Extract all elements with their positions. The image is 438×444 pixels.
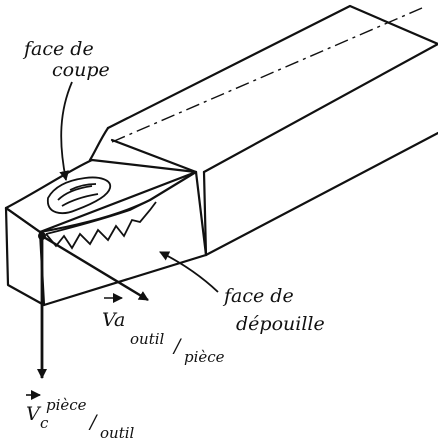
rake-face [4, 158, 198, 234]
flank-face-label-line2: dépouille [236, 313, 325, 335]
rake-face-label-line2: coupe [52, 59, 110, 81]
va-subscript: outil [130, 330, 165, 348]
va-subscript-2: pièce [184, 348, 225, 366]
flank-face-leader [159, 251, 219, 293]
tool-axis-centerline [111, 7, 423, 143]
flank-wear-zone [45, 199, 157, 250]
rake-edge [110, 138, 198, 174]
rake-face-label-line1: face de [22, 38, 94, 60]
nose-front-face [4, 206, 46, 307]
rake-face-leader [59, 81, 73, 181]
vc-superscript: pièce [46, 396, 87, 414]
vc-slash: / [88, 411, 98, 433]
vc-subscript-2: outil [100, 424, 135, 442]
va-symbol: Va [102, 309, 125, 331]
shank-vertical-edge [202, 170, 208, 257]
va-arrow [41, 234, 149, 302]
vc-subscript: c [40, 414, 49, 432]
flank-face [38, 170, 208, 307]
shank-side-bottom-edge [204, 131, 438, 257]
crater-wear-patch [47, 176, 112, 214]
flank-face-label-line1: face de [222, 285, 294, 307]
shank-top-face [106, 4, 438, 174]
vc-symbol: V [26, 403, 42, 425]
va-subscript-slash: / [172, 335, 182, 357]
shank-front-edge [88, 126, 110, 162]
